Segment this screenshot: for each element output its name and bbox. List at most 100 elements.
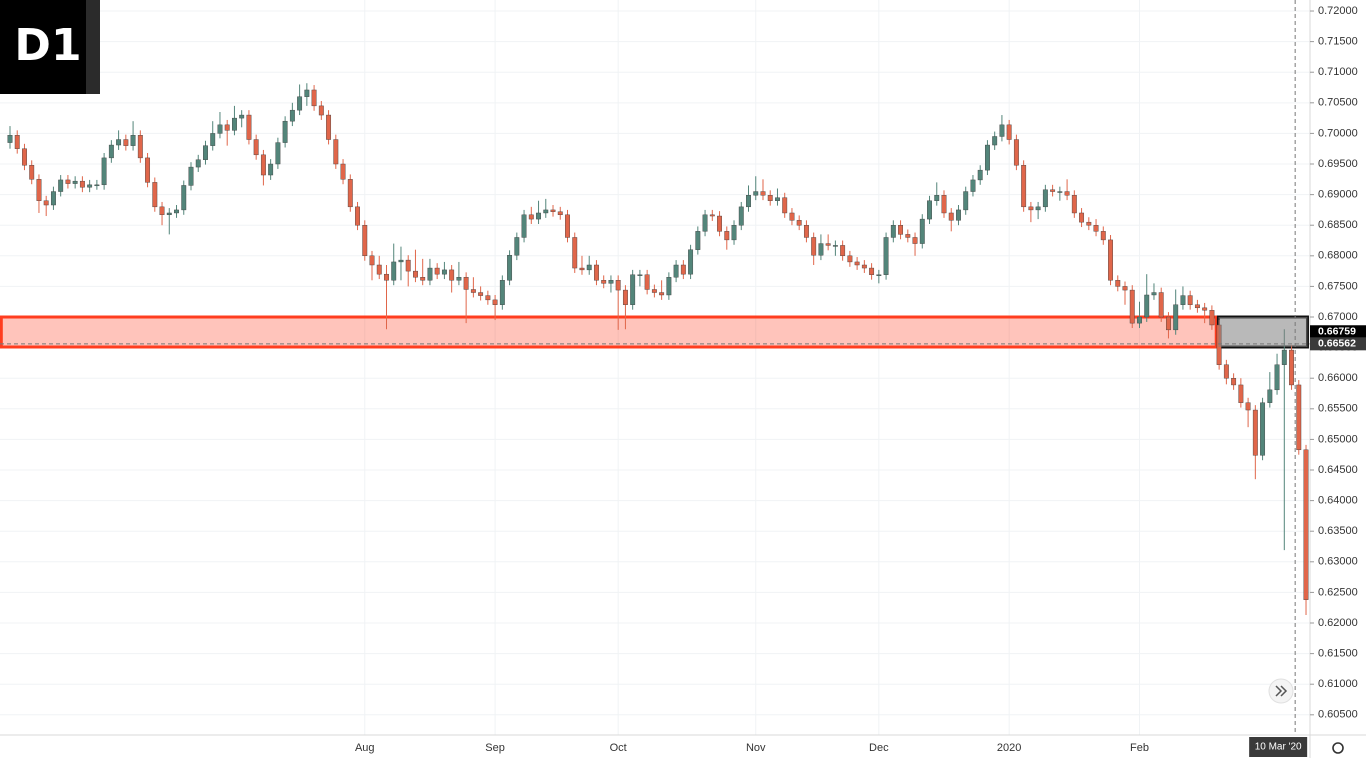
candle-body bbox=[1180, 295, 1186, 305]
candle-body bbox=[203, 145, 208, 160]
crosshair-x-box bbox=[1249, 737, 1308, 757]
candle-body bbox=[449, 269, 455, 281]
candle-body bbox=[963, 191, 969, 211]
candle-body bbox=[1231, 378, 1237, 386]
candle-body bbox=[413, 270, 418, 278]
candle-body bbox=[1129, 289, 1135, 324]
timeframe-badge bbox=[0, 0, 100, 94]
candle-body bbox=[1209, 310, 1215, 326]
candle-body bbox=[666, 277, 672, 296]
candle-body bbox=[557, 211, 563, 216]
candle-body bbox=[644, 274, 650, 290]
y-tick-label: 0.63500 bbox=[1318, 525, 1358, 537]
candle-body bbox=[601, 280, 607, 284]
candle-body bbox=[934, 195, 940, 201]
candle-body bbox=[282, 120, 288, 143]
candle-body bbox=[1144, 294, 1150, 318]
candle-body bbox=[434, 267, 440, 275]
candle-body bbox=[659, 292, 665, 296]
candle-body bbox=[463, 277, 469, 290]
candle-body bbox=[767, 195, 773, 201]
candle-body bbox=[796, 220, 802, 226]
candle-body bbox=[333, 139, 339, 165]
candle-body bbox=[137, 135, 143, 159]
y-tick-label: 0.71500 bbox=[1318, 36, 1358, 48]
y-tick-label: 0.64500 bbox=[1318, 464, 1358, 476]
candle-body bbox=[789, 212, 795, 221]
candle-body bbox=[927, 200, 932, 220]
y-tick-label: 0.69500 bbox=[1318, 158, 1358, 170]
candle-body bbox=[1194, 304, 1200, 309]
candle-body bbox=[362, 225, 368, 257]
candle-body bbox=[651, 289, 657, 293]
candle-body bbox=[977, 169, 983, 181]
candle-body bbox=[311, 89, 317, 107]
candle-body bbox=[318, 105, 324, 116]
candle-body bbox=[1013, 139, 1019, 166]
candle-body bbox=[1303, 449, 1309, 600]
candle-body bbox=[1173, 304, 1179, 331]
candle-body bbox=[1289, 349, 1294, 386]
candle-body bbox=[984, 144, 990, 171]
candle-body bbox=[876, 274, 882, 276]
candle-body bbox=[1050, 189, 1056, 192]
candle-body bbox=[253, 139, 259, 156]
candle-body bbox=[427, 267, 433, 281]
candle-body bbox=[166, 212, 172, 216]
y-tick-label: 0.68500 bbox=[1318, 219, 1358, 231]
candle-body bbox=[246, 114, 252, 140]
x-tick-label: Nov bbox=[746, 742, 766, 754]
candle-body bbox=[297, 96, 303, 111]
candle-body bbox=[782, 197, 788, 214]
candle-body bbox=[478, 292, 484, 296]
candle-body bbox=[753, 191, 759, 196]
candle-body bbox=[152, 182, 158, 208]
candle-body bbox=[398, 259, 404, 263]
candle-body bbox=[50, 191, 56, 206]
settings-icon[interactable] bbox=[1332, 742, 1344, 754]
y-tick-label: 0.70000 bbox=[1318, 127, 1358, 139]
candle-body bbox=[159, 206, 165, 216]
candle-body bbox=[1086, 221, 1092, 226]
candle-body bbox=[1071, 195, 1077, 214]
candle-body bbox=[731, 225, 737, 241]
candle-body bbox=[1281, 349, 1287, 365]
candle-body bbox=[1137, 316, 1142, 324]
candle-body bbox=[615, 280, 621, 291]
candle-body bbox=[1202, 307, 1208, 311]
y-tick-label: 0.62000 bbox=[1318, 617, 1358, 629]
candle-body bbox=[1223, 364, 1229, 379]
x-tick-label: Sep bbox=[485, 742, 505, 754]
y-tick-label: 0.70500 bbox=[1318, 97, 1358, 109]
candle-body bbox=[1122, 286, 1128, 291]
candle-body bbox=[536, 212, 541, 220]
candle-body bbox=[210, 133, 216, 146]
candle-body bbox=[101, 157, 107, 186]
candle-body bbox=[1267, 389, 1273, 403]
candle-body bbox=[586, 264, 592, 271]
candle-body bbox=[818, 243, 824, 256]
candle-body bbox=[43, 200, 49, 206]
price-label-box bbox=[1310, 337, 1366, 351]
candle-body bbox=[289, 109, 295, 122]
candle-body bbox=[492, 299, 498, 305]
candle-body bbox=[999, 124, 1005, 137]
candle-body bbox=[832, 245, 838, 247]
candle-body bbox=[1187, 295, 1193, 305]
candle-body bbox=[304, 89, 310, 97]
candle-body bbox=[87, 184, 93, 188]
scroll-icon bbox=[1275, 685, 1288, 697]
candle-body bbox=[376, 264, 382, 275]
candle-body bbox=[630, 274, 636, 305]
candle-body bbox=[970, 179, 976, 192]
candle-body bbox=[912, 237, 918, 244]
candle-body bbox=[1064, 191, 1070, 196]
candle-body bbox=[1166, 316, 1171, 331]
candle-body bbox=[485, 295, 491, 301]
candle-body bbox=[355, 206, 360, 226]
candle-body bbox=[72, 180, 78, 184]
candle-body bbox=[22, 148, 27, 166]
candle-body bbox=[760, 191, 766, 196]
y-tick-label: 0.65000 bbox=[1318, 433, 1358, 445]
